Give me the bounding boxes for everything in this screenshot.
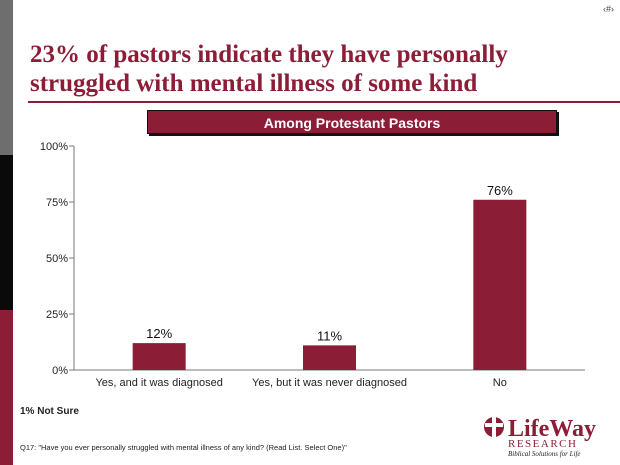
- side-stripe-gray: [0, 0, 13, 155]
- side-stripe-red: [0, 310, 13, 465]
- y-tick-label: 75%: [46, 197, 68, 209]
- y-tick-label: 50%: [46, 253, 68, 265]
- logo-name: LifeWay: [508, 416, 596, 442]
- x-category-label: Yes, but it was never diagnosed: [252, 377, 407, 389]
- not-sure-note: 1% Not Sure: [20, 406, 79, 417]
- bar-data-label: 12%: [146, 326, 172, 341]
- y-tick-label: 0%: [52, 365, 68, 377]
- y-tick-label: 25%: [46, 309, 68, 321]
- bar: [473, 199, 527, 370]
- lifeway-research-logo: LifeWay RESEARCH Biblical Solutions for …: [478, 412, 610, 458]
- y-tick-label: 100%: [40, 141, 68, 153]
- bar-data-label: 11%: [317, 328, 342, 343]
- logo-tagline: Biblical Solutions for Life: [508, 450, 581, 458]
- title-rule: [28, 101, 620, 103]
- x-category-label: Yes, and it was diagnosed: [95, 377, 222, 389]
- x-category-label: No: [493, 377, 507, 389]
- bar-data-label: 76%: [487, 183, 513, 198]
- question-footnote: Q17: "Have you ever personally struggled…: [20, 443, 347, 452]
- subgroup-banner: Among Protestant Pastors: [147, 110, 557, 134]
- logo-sub: RESEARCH: [508, 438, 577, 450]
- page-number: ‹#›: [603, 4, 614, 14]
- bar: [132, 343, 186, 370]
- slide-title: 23% of pastors indicate they have person…: [30, 41, 508, 97]
- bar: [303, 345, 356, 370]
- side-stripe-black: [0, 155, 13, 310]
